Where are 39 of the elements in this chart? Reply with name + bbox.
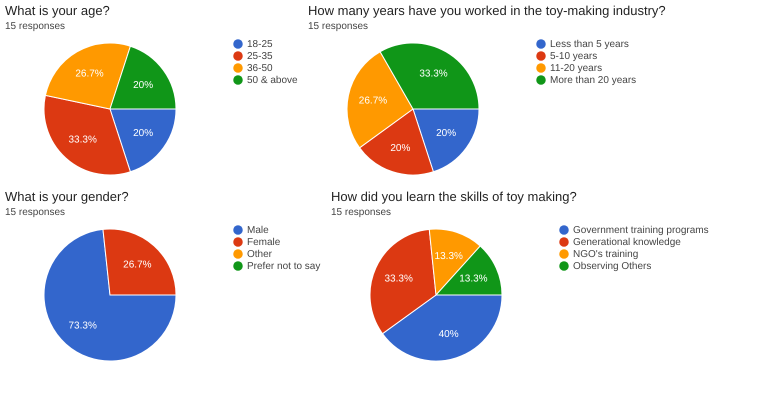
legend-label: 25-35 xyxy=(247,51,274,62)
data-label: 13.3% xyxy=(434,251,463,262)
data-label: 73.3% xyxy=(68,320,97,332)
legend-label: 11-20 years xyxy=(550,63,602,74)
chart-subtitle: 15 responses xyxy=(308,21,368,32)
chart-title: What is your age? xyxy=(5,3,110,18)
legend-label: 5-10 years xyxy=(550,51,598,62)
chart-title: How many years have you worked in the toy-making industry? xyxy=(308,3,666,18)
data-label: 20% xyxy=(436,128,456,140)
legend-label: 36-50 xyxy=(247,63,274,74)
data-label: 26.7% xyxy=(358,95,388,106)
legend-label: 18-25 xyxy=(247,39,274,50)
legend-label: 50 & above xyxy=(247,75,298,86)
data-label: 40% xyxy=(438,328,459,340)
pie-slice xyxy=(44,228,176,362)
legend-label: Other xyxy=(247,249,273,260)
data-label: 26.7% xyxy=(123,260,152,271)
chart-subtitle: 15 responses xyxy=(331,207,392,218)
data-label: 33.3% xyxy=(419,68,448,80)
data-label: 33.3% xyxy=(384,273,413,284)
legend-label: Male xyxy=(247,225,270,236)
legend-label: Less than 5 years xyxy=(550,39,629,50)
legend-label: NGO's training xyxy=(573,249,638,260)
data-label: 20% xyxy=(133,128,154,140)
legend-label: Government training programs xyxy=(573,225,709,236)
data-label: 20% xyxy=(390,142,410,154)
legend-label: Observing Others xyxy=(573,261,652,272)
legend-label: Generational knowledge xyxy=(573,237,682,248)
chart-subtitle: 15 responses xyxy=(5,207,66,218)
legend-label: Female xyxy=(247,237,281,248)
data-label: 20% xyxy=(133,80,154,91)
chart-subtitle: 15 responses xyxy=(5,21,66,32)
chart-title: How did you learn the skills of toy making? xyxy=(331,189,577,204)
data-label: 26.7% xyxy=(75,68,104,80)
legend-label: Prefer not to say xyxy=(247,261,320,272)
data-label: 13.3% xyxy=(459,273,488,284)
chart-title: What is your gender? xyxy=(5,189,129,204)
legend-label: More than 20 years xyxy=(550,75,636,86)
data-label: 33.3% xyxy=(68,134,97,146)
